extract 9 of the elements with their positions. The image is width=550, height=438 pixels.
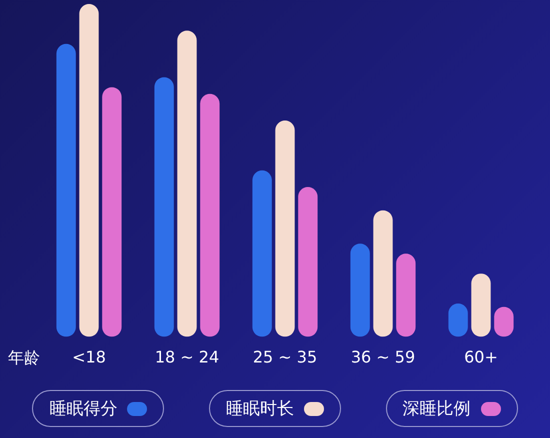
legend-label: 深睡比例 bbox=[402, 398, 471, 420]
x-axis-title: 年龄 bbox=[8, 348, 40, 367]
x-tick-label: 36 ~ 59 bbox=[350, 348, 416, 367]
legend-label: 睡眠时长 bbox=[226, 398, 294, 420]
x-tick-label: 60+ bbox=[464, 348, 498, 367]
x-tick-label: 25 ~ 35 bbox=[252, 348, 318, 367]
legend-label: 睡眠得分 bbox=[49, 398, 118, 420]
x-tick-label: 18 ~ 24 bbox=[154, 348, 220, 367]
x-tick-label: <18 bbox=[72, 348, 106, 367]
